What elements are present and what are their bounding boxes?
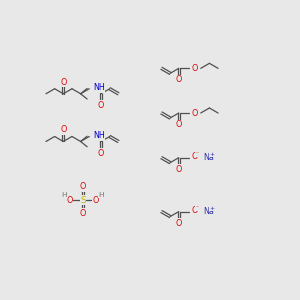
Text: O: O [176, 75, 182, 84]
Text: O: O [191, 206, 198, 215]
Text: +: + [210, 152, 215, 157]
Text: ⁻: ⁻ [195, 206, 198, 211]
Text: O: O [93, 196, 99, 205]
Text: O: O [176, 219, 182, 228]
Text: O: O [80, 182, 86, 191]
Text: NH: NH [93, 83, 105, 92]
Text: O: O [176, 165, 182, 174]
Text: O: O [60, 78, 67, 87]
Text: O: O [98, 101, 104, 110]
Text: O: O [191, 152, 198, 161]
Text: O: O [67, 196, 73, 205]
Text: Na: Na [203, 207, 214, 216]
Text: O: O [176, 120, 182, 129]
Text: O: O [191, 64, 198, 73]
Text: H: H [98, 192, 103, 198]
Text: H: H [62, 192, 67, 198]
Text: O: O [80, 208, 86, 217]
Text: O: O [98, 148, 104, 158]
Text: ⁻: ⁻ [195, 152, 198, 157]
Text: O: O [60, 125, 67, 134]
Text: NH: NH [93, 131, 105, 140]
Text: S: S [80, 196, 86, 205]
Text: Na: Na [203, 153, 214, 162]
Text: +: + [210, 206, 215, 211]
Text: O: O [191, 109, 198, 118]
